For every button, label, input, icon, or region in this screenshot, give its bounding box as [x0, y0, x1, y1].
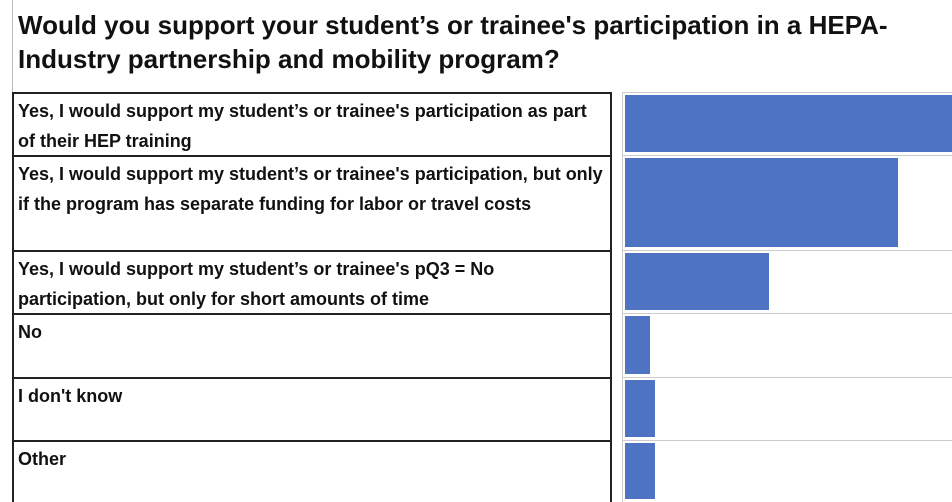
bar: [625, 95, 952, 152]
bar: [625, 316, 650, 374]
bar: [625, 253, 770, 310]
row-line: [622, 155, 952, 156]
category-label: Yes, I would support my student’s or tra…: [12, 155, 612, 250]
category-label: No: [12, 313, 612, 377]
row-line: [622, 250, 952, 251]
bar: [625, 158, 898, 247]
frame-line: [12, 0, 13, 92]
row-line: [622, 313, 952, 314]
category-label: I don't know: [12, 377, 612, 440]
category-label: Yes, I would support my student’s or tra…: [12, 92, 612, 155]
row-line: [622, 92, 952, 93]
category-label: Other: [12, 440, 612, 502]
category-label: Yes, I would support my student’s or tra…: [12, 250, 612, 313]
bar: [625, 443, 655, 499]
row-line: [622, 377, 952, 378]
row-line: [622, 440, 952, 441]
axis-line: [622, 92, 623, 502]
chart-title: Would you support your student’s or trai…: [18, 10, 888, 74]
bar: [625, 380, 655, 437]
